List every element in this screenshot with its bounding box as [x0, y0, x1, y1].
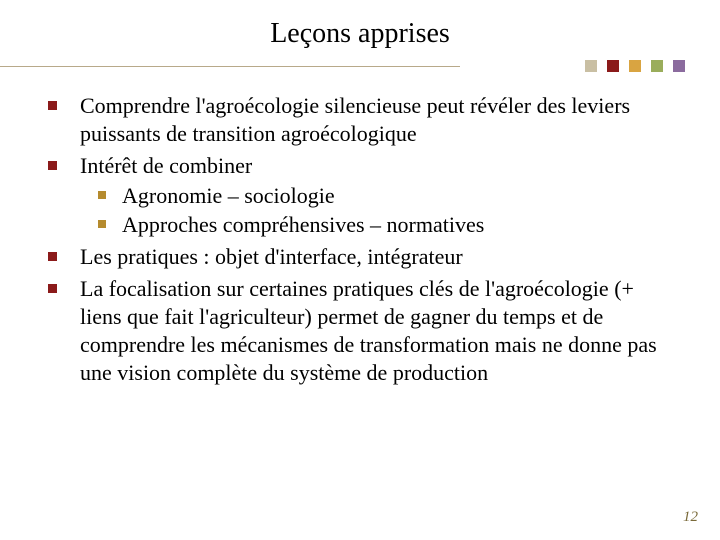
square-icon	[629, 60, 641, 72]
square-icon	[673, 60, 685, 72]
list-item: Intérêt de combiner Agronomie – sociolog…	[46, 152, 680, 238]
list-item: Comprendre l'agroécologie silencieuse pe…	[46, 92, 680, 148]
divider	[40, 60, 680, 74]
content-area: Comprendre l'agroécologie silencieuse pe…	[40, 92, 680, 388]
square-icon	[651, 60, 663, 72]
square-icon	[585, 60, 597, 72]
sub-list-item: Approches compréhensives – normatives	[80, 211, 680, 239]
list-item: Les pratiques : objet d'interface, intég…	[46, 243, 680, 271]
divider-squares	[585, 60, 685, 72]
page-number: 12	[683, 509, 698, 526]
sub-list: Agronomie – sociologie Approches compréh…	[80, 182, 680, 238]
square-icon	[607, 60, 619, 72]
list-item-text: Intérêt de combiner	[80, 153, 252, 178]
slide-title: Leçons apprises	[40, 18, 680, 50]
divider-line	[0, 66, 460, 67]
list-item: La focalisation sur certaines pratiques …	[46, 275, 680, 388]
slide: Leçons apprises Comprendre l'agroécologi…	[0, 0, 720, 540]
sub-list-item: Agronomie – sociologie	[80, 182, 680, 210]
bullet-list: Comprendre l'agroécologie silencieuse pe…	[46, 92, 680, 388]
